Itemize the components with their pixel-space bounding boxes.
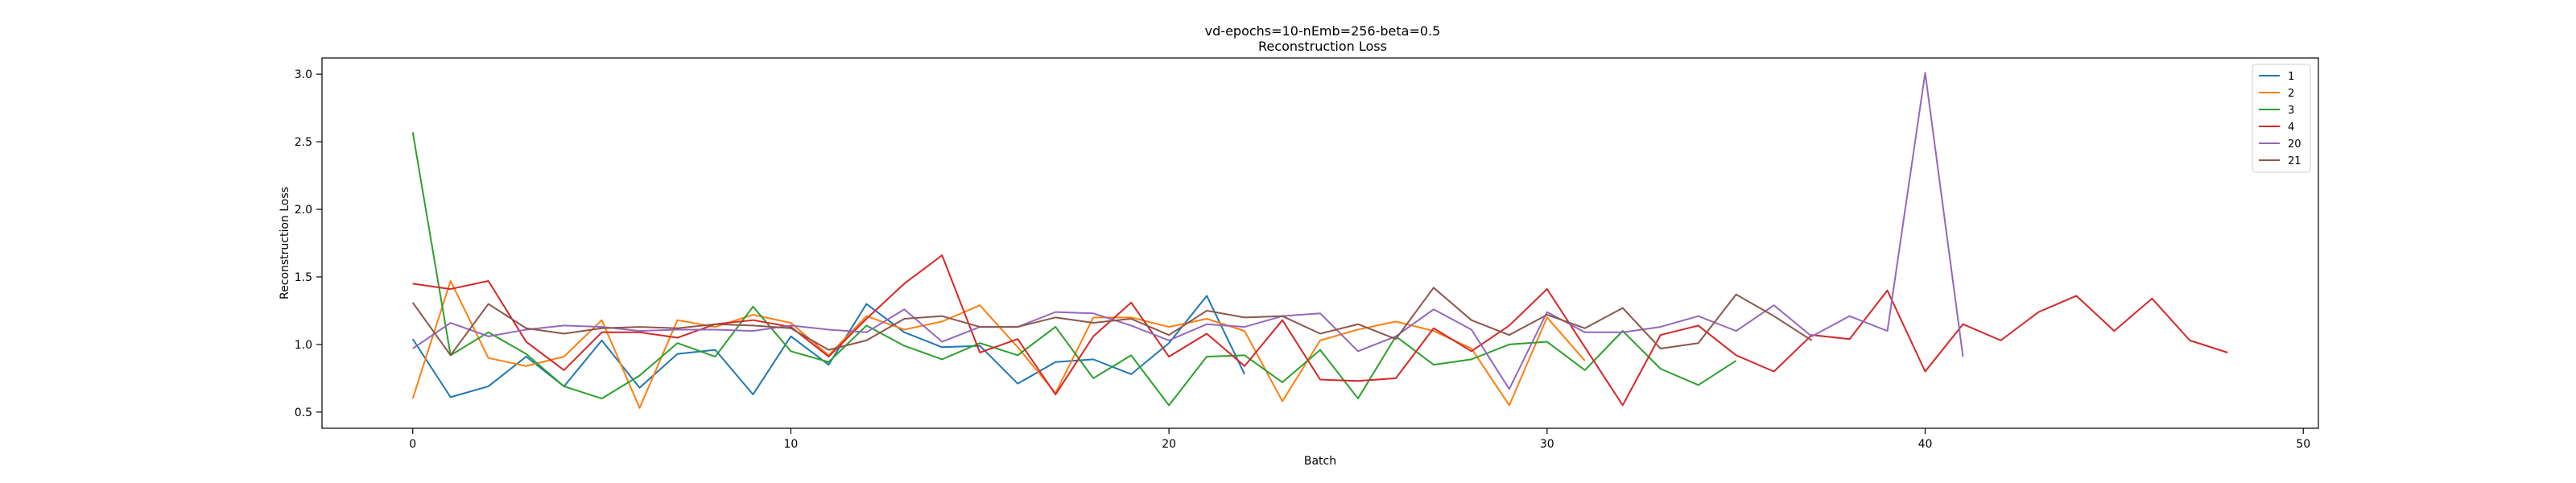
legend-label-4: 4 [2288,122,2294,134]
y-tick-label: 3.0 [295,68,312,81]
legend-box [2252,64,2311,173]
plot-lines [411,72,2228,409]
x-tick-label: 10 [784,438,799,451]
legend-label-1: 1 [2288,71,2294,83]
legend-label-21: 21 [2288,155,2301,167]
x-axis: 0 10 20 30 40 50 [409,428,2310,451]
y-tick-label: 2.5 [295,136,312,149]
y-axis-label: Reconstruction Loss [279,187,291,299]
y-axis: 0.5 1.0 1.5 2.0 2.5 3.0 [295,68,322,419]
series-line-3 [411,132,1737,407]
y-tick-label: 1.5 [295,271,312,284]
x-tick-label: 50 [2296,438,2310,451]
y-tick-label: 0.5 [295,407,312,419]
series-line-21 [411,287,1813,357]
legend-label-20: 20 [2288,138,2301,151]
series-line-20 [412,72,1964,390]
legend-label-2: 2 [2288,88,2294,100]
legend-label-3: 3 [2288,105,2294,117]
series-line-1 [411,295,1245,398]
x-tick-label: 40 [1918,438,1933,451]
legend: 1 2 3 4 20 21 [2252,64,2311,173]
x-tick-label: 30 [1540,438,1554,451]
plot-frame [321,57,2319,429]
y-tick-label: 1.0 [295,339,312,352]
y-tick-label: 2.0 [295,204,312,217]
x-tick-label: 0 [409,438,416,451]
chart-subtitle: Reconstruction Loss [1258,39,1387,54]
chart-title: vd-epochs=10-nEmb=256-beta=0.5 [1205,23,1441,39]
x-tick-label: 20 [1162,438,1176,451]
x-axis-label: Batch [1304,455,1336,468]
